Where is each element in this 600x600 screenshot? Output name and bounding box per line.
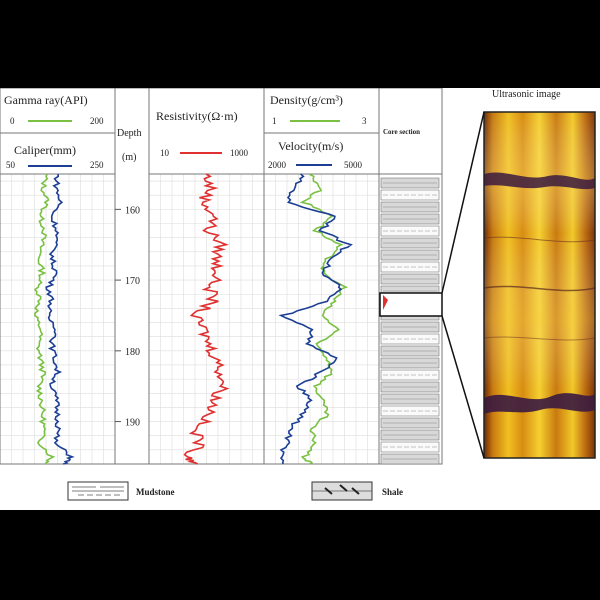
density-max: 3 (362, 116, 367, 126)
depth-label: Depth (117, 128, 141, 139)
core-layer (380, 405, 440, 417)
zoom-connector (441, 111, 485, 459)
depth-unit: (m) (122, 152, 136, 163)
velocity-curve (278, 173, 353, 465)
legend-shale-swatch (311, 481, 373, 501)
resistivity-curve (183, 173, 230, 465)
gamma-max: 200 (90, 116, 104, 126)
density-curve (299, 173, 349, 465)
legend: Mudstone Shale (67, 481, 403, 501)
legend-shale-label: Shale (382, 487, 403, 497)
core-section-column (379, 177, 443, 465)
core-section-label: Core section (383, 128, 420, 136)
core-layer (380, 333, 440, 345)
well-log-figure: Gamma ray(API) 0 200 Caliper(mm) 50 250 … (0, 87, 600, 510)
caliper-min: 50 (6, 160, 16, 170)
velocity-max: 5000 (344, 160, 363, 170)
core-layer (380, 225, 440, 237)
core-marker (383, 295, 388, 310)
velocity-min: 2000 (268, 160, 287, 170)
core-layer (380, 261, 440, 273)
density-label: Density(g/cm³) (270, 93, 343, 107)
resistivity-max: 1000 (230, 148, 249, 158)
depth-tick-label: 190 (125, 418, 140, 429)
ultrasonic-image (483, 111, 596, 459)
caliper-max: 250 (90, 160, 104, 170)
resistivity-min: 10 (160, 148, 170, 158)
depth-ticks: 160 170 180 190 (115, 205, 140, 429)
core-layer (380, 189, 440, 201)
density-min: 1 (272, 116, 277, 126)
legend-mudstone-swatch (67, 481, 129, 501)
legend-mudstone-label: Mudstone (136, 487, 175, 497)
caliper-label: Caliper(mm) (14, 143, 76, 157)
gamma-min: 0 (10, 116, 15, 126)
well-log-chart: Gamma ray(API) 0 200 Caliper(mm) 50 250 … (0, 87, 596, 501)
velocity-label: Velocity(m/s) (278, 139, 343, 153)
core-layer (380, 441, 440, 453)
log-curves (33, 173, 353, 465)
ultrasonic-label: Ultrasonic image (492, 89, 561, 100)
depth-tick-label: 170 (125, 276, 140, 287)
resistivity-label: Resistivity(Ω·m) (156, 109, 238, 123)
gamma-label: Gamma ray(API) (4, 93, 88, 107)
gamma-ray-curve (33, 173, 56, 464)
core-layer (380, 369, 440, 381)
core-zoom-box (379, 292, 443, 317)
depth-tick-label: 160 (125, 205, 140, 216)
caliper-curve (45, 173, 75, 465)
depth-tick-label: 180 (125, 347, 140, 358)
